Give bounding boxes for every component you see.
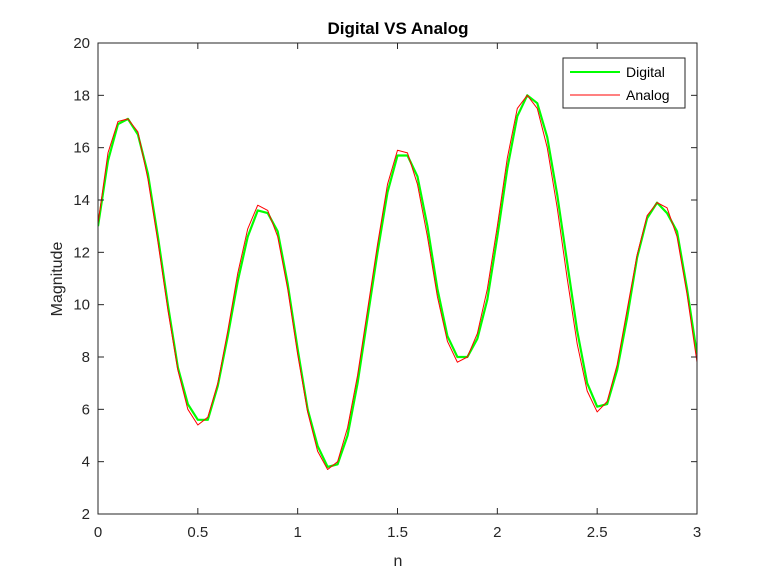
y-tick-label: 16	[73, 140, 90, 157]
y-tick-label: 18	[73, 87, 90, 104]
legend-box	[562, 57, 686, 109]
series-line-digital	[98, 94, 697, 468]
x-tick-label: 1.5	[387, 524, 408, 541]
y-tick-label: 12	[73, 244, 90, 261]
legend-label-analog: Analog	[626, 87, 670, 103]
x-tick-label: 2.5	[587, 524, 608, 541]
y-tick-label: 2	[82, 506, 90, 523]
x-tick-label: 3	[693, 524, 701, 541]
x-tick-label: 1	[293, 524, 301, 541]
y-tick-label: 4	[82, 454, 90, 471]
x-axis-label: n	[394, 553, 403, 570]
x-axis: 0 0.5 1 1.5 2 2.5 3	[94, 43, 701, 541]
plot-area	[97, 42, 698, 515]
series-layer	[98, 94, 697, 471]
y-axis-label: Magnitude	[49, 242, 66, 317]
plot-background	[98, 43, 697, 514]
x-tick-label: 0	[94, 524, 102, 541]
y-tick-label: 8	[82, 349, 90, 366]
y-axis: 2 4 6 8 10 12 14 16 18 20	[73, 35, 697, 523]
x-tick-label: 0.5	[187, 524, 208, 541]
x-tick-label: 2	[493, 524, 501, 541]
y-tick-label: 20	[73, 35, 90, 52]
y-tick-label: 14	[73, 192, 90, 209]
y-tick-label: 6	[82, 401, 90, 418]
y-tick-label: 10	[73, 297, 90, 314]
series-line-analog	[98, 94, 697, 471]
legend: Digital Analog	[562, 57, 686, 109]
chart-title: Digital VS Analog	[327, 19, 468, 38]
legend-label-digital: Digital	[626, 64, 665, 80]
